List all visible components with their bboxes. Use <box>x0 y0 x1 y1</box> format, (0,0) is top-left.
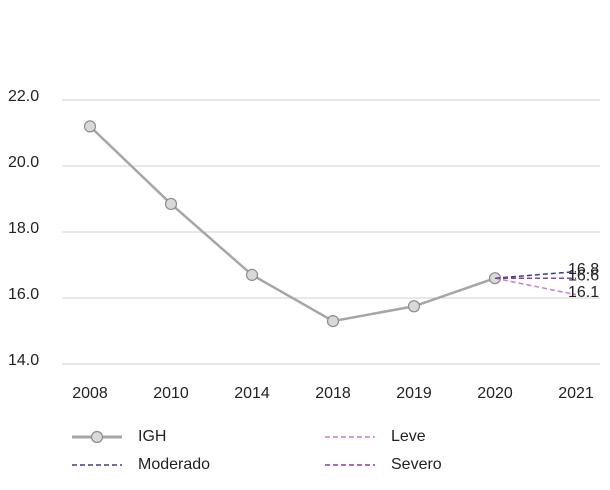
data-point <box>407 300 421 313</box>
y-tick-label: 22.0 <box>8 88 39 105</box>
series-line <box>494 277 577 296</box>
y-tick-label: 18.0 <box>8 220 39 237</box>
y-tick-label: 14.0 <box>8 352 39 369</box>
y-tick-label: 16.0 <box>8 286 39 303</box>
legend-label: Severo <box>391 456 442 473</box>
legend-label: IGH <box>138 428 166 445</box>
series-line <box>89 125 496 323</box>
x-tick-label: 2021 <box>558 385 594 402</box>
legend-label: Leve <box>391 428 426 445</box>
data-point <box>83 120 97 133</box>
data-point <box>326 315 340 328</box>
series-line <box>494 270 577 279</box>
x-tick-label: 2019 <box>396 385 432 402</box>
x-tick-label: 2014 <box>234 385 270 402</box>
data-label: 16.8 <box>568 261 599 278</box>
data-point <box>164 197 178 211</box>
x-tick-label: 2018 <box>315 385 351 402</box>
x-tick-label: 2010 <box>153 385 189 402</box>
data-point <box>245 268 259 281</box>
x-tick-label: 2020 <box>477 385 513 402</box>
legend-marker <box>90 430 104 444</box>
data-label: 16.6 <box>568 267 599 284</box>
data-label: 16.1 <box>568 284 599 301</box>
x-tick-label: 2008 <box>72 385 108 402</box>
y-tick-label: 20.0 <box>8 154 39 171</box>
legend-label: Moderado <box>138 456 210 473</box>
